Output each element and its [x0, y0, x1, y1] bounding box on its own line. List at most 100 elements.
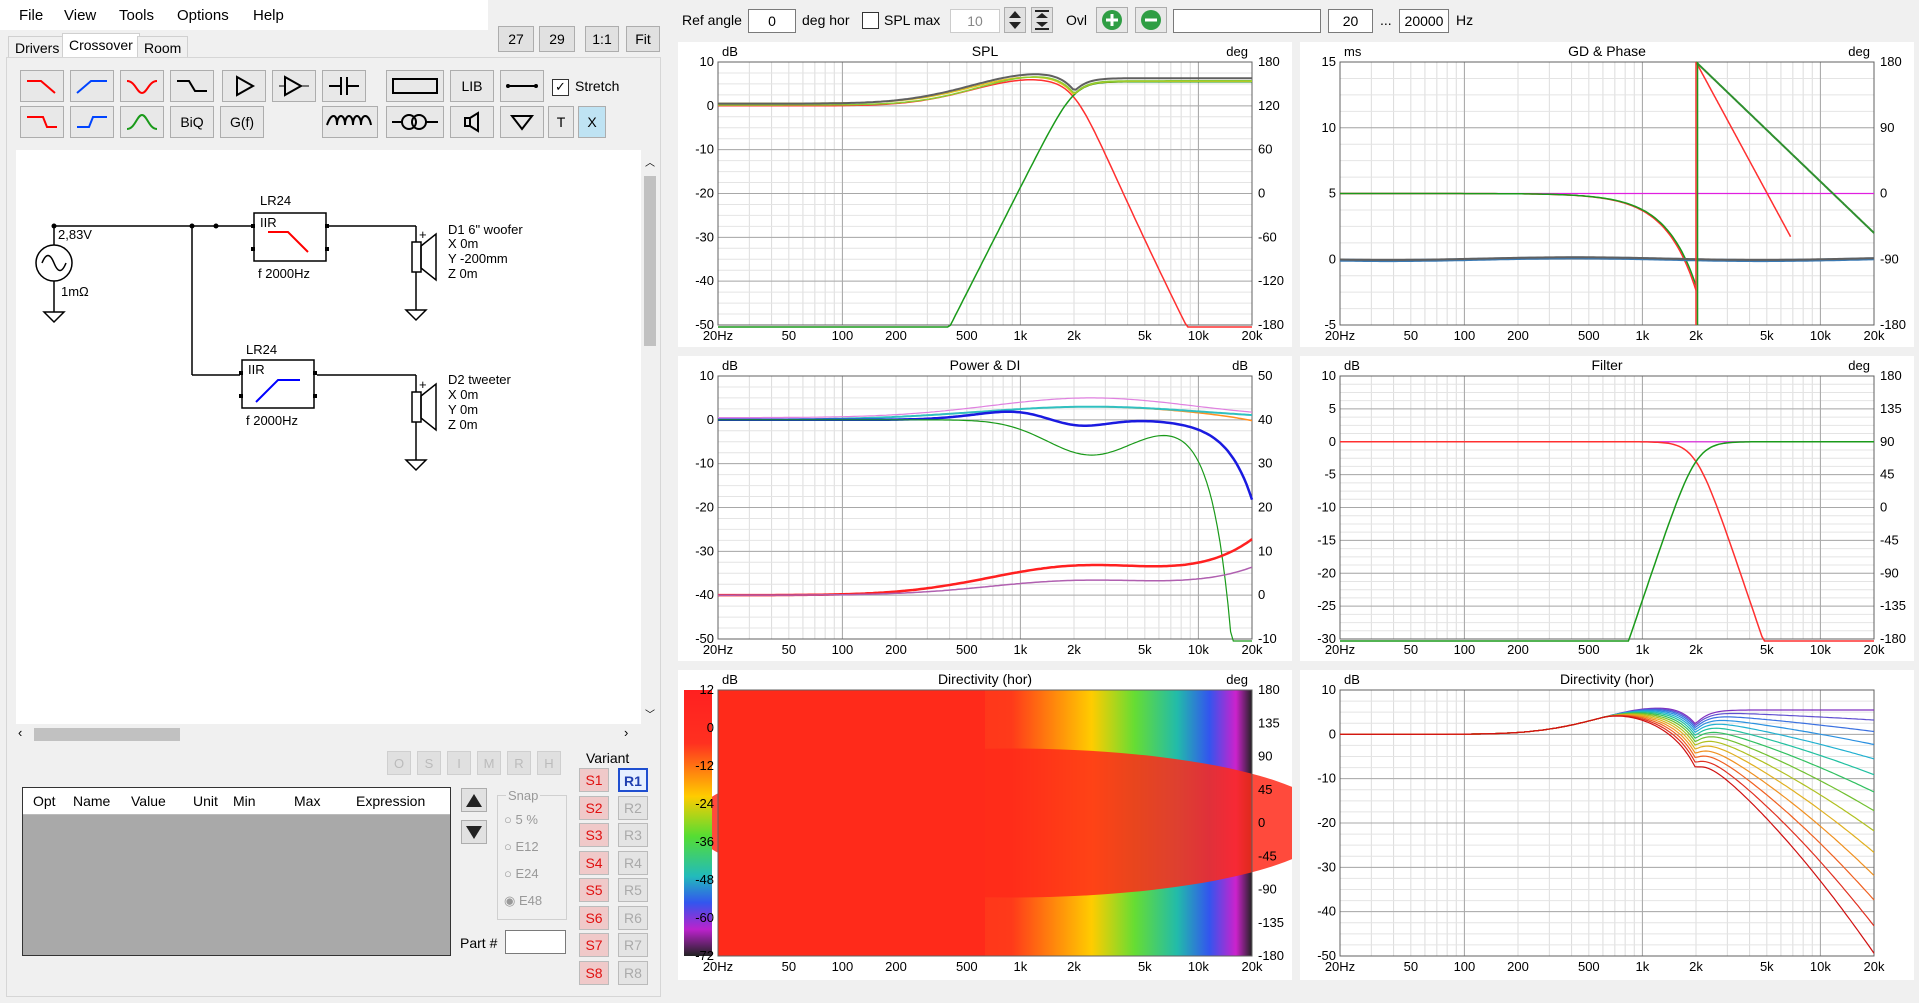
- variant-r4-button[interactable]: R4: [618, 850, 648, 875]
- m-button[interactable]: M: [477, 751, 501, 775]
- vertical-scrollbar[interactable]: ︿ ﹀: [641, 150, 659, 724]
- variant-s3-button[interactable]: S3: [579, 823, 609, 847]
- inductor-tool-button[interactable]: [322, 106, 378, 138]
- woofer-speaker-icon[interactable]: [411, 241, 422, 273]
- x-tool-button[interactable]: X: [578, 106, 606, 138]
- freq-min-input[interactable]: 20: [1328, 9, 1373, 33]
- h-button[interactable]: H: [537, 751, 561, 775]
- triangle-down-icon: [466, 826, 482, 839]
- gd-freq-tick: 2k: [1689, 328, 1703, 343]
- i-button[interactable]: I: [447, 751, 471, 775]
- power-di-chart[interactable]: Power & DI dB dB 10 0 -10 -20 -30 -40 -50 50 40 30 20…: [678, 356, 1292, 661]
- scroll-left-icon[interactable]: ‹: [18, 725, 23, 740]
- library-tool-button[interactable]: LIB: [450, 70, 494, 102]
- spl-max-checkbox[interactable]: [862, 12, 879, 29]
- zoom-fit-button[interactable]: Fit: [626, 26, 660, 52]
- variant-r6-button[interactable]: R6: [618, 905, 648, 930]
- variant-s6-button[interactable]: S6: [579, 905, 609, 930]
- variant-r2-button[interactable]: R2: [618, 795, 648, 820]
- filter-chart[interactable]: Filter dB deg 10 5 0 -5 -10 -15 -20 -25 -30 180 135 90…: [1300, 356, 1914, 661]
- spl-freq-tick: 5k: [1138, 328, 1152, 343]
- highpass-tool-button[interactable]: [70, 70, 114, 102]
- variant-r3-button[interactable]: R3: [618, 823, 648, 847]
- spl-reset-button[interactable]: [1031, 7, 1053, 33]
- variant-s1-button[interactable]: S1: [579, 768, 609, 792]
- overlay-name-input[interactable]: [1173, 9, 1321, 33]
- o-button[interactable]: O: [387, 751, 411, 775]
- snap-option-e24[interactable]: ○ E24: [504, 866, 539, 881]
- horizontal-scrollbar[interactable]: ‹ ›: [16, 725, 643, 743]
- lowpass-tool-button[interactable]: [20, 70, 64, 102]
- gd-left-tick: 15: [1322, 54, 1336, 69]
- gd-phase-chart[interactable]: GD & Phase ms deg 15 10 5 0 -5 180 90 0 -90 -180 20Hz…: [1300, 42, 1914, 347]
- r-button[interactable]: R: [507, 751, 531, 775]
- resistor-tool-button[interactable]: [386, 70, 444, 102]
- add-overlay-button[interactable]: [1096, 7, 1128, 33]
- remove-overlay-button[interactable]: [1135, 7, 1167, 33]
- lowpass2-tool-button[interactable]: [20, 106, 64, 138]
- wire-tool-button[interactable]: [500, 70, 544, 102]
- menu-view[interactable]: View: [64, 7, 97, 24]
- amplifier-tool-button[interactable]: [222, 70, 266, 102]
- variant-s4-button[interactable]: S4: [579, 850, 609, 875]
- menu-tools[interactable]: Tools: [119, 7, 155, 24]
- move-up-button[interactable]: [461, 788, 487, 812]
- snap-option-e12[interactable]: ○ E12: [504, 839, 539, 854]
- peak-tool-button[interactable]: [120, 106, 164, 138]
- capacitor-tool-button[interactable]: [322, 70, 366, 102]
- variant-s7-button[interactable]: S7: [579, 933, 609, 957]
- menu-help[interactable]: Help: [253, 7, 284, 24]
- freq-max-input[interactable]: 20000: [1399, 9, 1449, 33]
- zoom-1to1-button[interactable]: 1:1: [585, 26, 619, 52]
- horizontal-scroll-thumb[interactable]: [34, 728, 180, 741]
- filter-freq-tick: 1k: [1636, 642, 1650, 657]
- biquad-tool-button[interactable]: BiQ: [170, 106, 214, 138]
- parameter-table[interactable]: Opt Name Value Unit Min Max Expression: [22, 787, 451, 956]
- spl-chart[interactable]: SPL dB deg 10 0 -10 -20 -30 -40 -50 180 120 60 0 -60 -1…: [678, 42, 1292, 347]
- filter1-label: LR24: [260, 193, 291, 208]
- move-down-button[interactable]: [461, 820, 487, 844]
- part-number-input[interactable]: [505, 930, 566, 954]
- spl-max-input[interactable]: 10: [950, 9, 1000, 33]
- s-button[interactable]: S: [417, 751, 441, 775]
- scroll-down-icon[interactable]: ﹀: [645, 710, 655, 721]
- variant-r5-button[interactable]: R5: [618, 878, 648, 902]
- variant-r8-button[interactable]: R8: [618, 960, 648, 985]
- transformer-tool-button[interactable]: [386, 106, 444, 138]
- tweeter-speaker-icon[interactable]: [411, 391, 422, 423]
- vertical-scroll-thumb[interactable]: [644, 176, 656, 346]
- filter1-block[interactable]: [253, 212, 327, 262]
- snap-option-5[interactable]: ○ 5 %: [504, 812, 538, 827]
- tab-crossover[interactable]: Crossover: [62, 33, 140, 60]
- zoom-27-button[interactable]: 27: [498, 26, 534, 52]
- filter2-block[interactable]: [241, 359, 315, 409]
- notch-tool-button[interactable]: [120, 70, 164, 102]
- spl-spinner-button[interactable]: [1004, 7, 1026, 33]
- shelf-tool-button[interactable]: [170, 70, 214, 102]
- ground-symbol-3: [404, 459, 428, 472]
- variant-s2-button[interactable]: S2: [579, 795, 609, 820]
- ref-angle-input[interactable]: 0: [748, 9, 796, 33]
- scroll-right-icon[interactable]: ›: [624, 725, 629, 740]
- variant-r7-button[interactable]: R7: [618, 933, 648, 957]
- tab-drivers[interactable]: Drivers: [8, 36, 67, 60]
- menu-file[interactable]: File: [19, 7, 44, 24]
- directivity-curves-chart[interactable]: Directivity (hor) dB 10 0 -10 -20 -30 -40 -50 20H…: [1300, 670, 1914, 980]
- buffer-tool-button[interactable]: [272, 70, 316, 102]
- t-tool-button[interactable]: T: [548, 106, 574, 138]
- variant-s5-button[interactable]: S5: [579, 878, 609, 902]
- directivity-map-chart[interactable]: Directivity (hor) dB deg 12 0 -12 -24 -36 -48 -60…: [678, 670, 1333, 980]
- speaker-tool-button[interactable]: [450, 106, 494, 138]
- snap-option-e48[interactable]: ◉ E48: [504, 893, 543, 908]
- ground-tool-button[interactable]: [500, 106, 544, 138]
- transfer-function-tool-button[interactable]: G(f): [220, 106, 264, 138]
- schematic-canvas[interactable]: 2,83V 1mΩ LR24 IIR f 2000Hz + D1 6" woof…: [16, 150, 659, 724]
- scroll-up-icon[interactable]: ︿: [645, 158, 655, 169]
- notch-icon: [126, 80, 158, 95]
- menu-options[interactable]: Options: [177, 7, 229, 24]
- zoom-29-button[interactable]: 29: [539, 26, 575, 52]
- variant-s8-button[interactable]: S8: [579, 960, 609, 985]
- stretch-checkbox[interactable]: ✓: [552, 79, 569, 96]
- highpass2-tool-button[interactable]: [70, 106, 114, 138]
- variant-r1-button[interactable]: R1: [618, 768, 648, 792]
